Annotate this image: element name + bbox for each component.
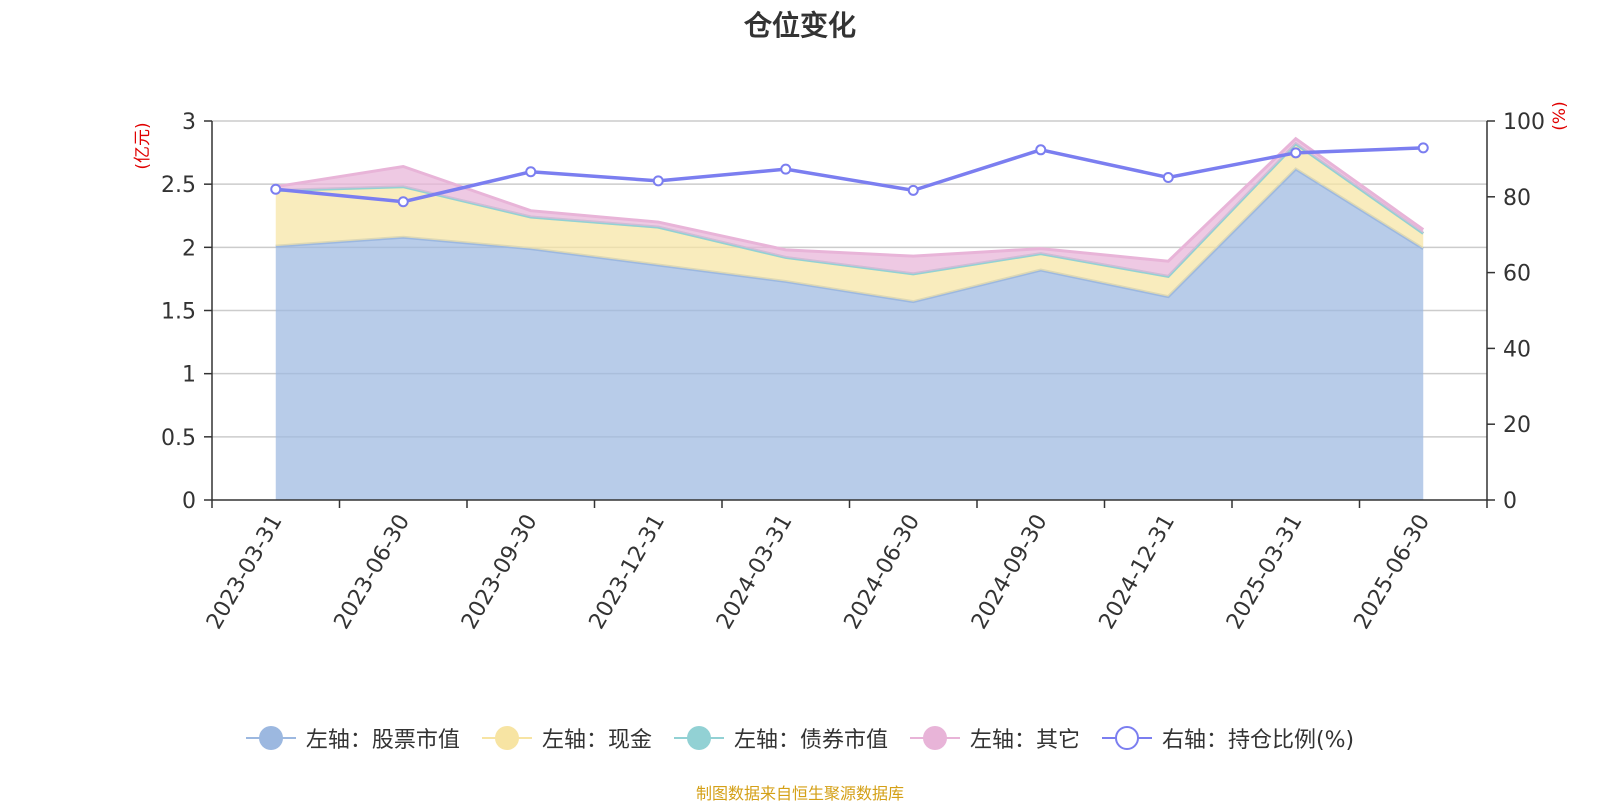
ratio-point bbox=[1290, 147, 1302, 159]
x-tick-label: 2025-06-30 bbox=[1350, 510, 1436, 633]
ratio-point bbox=[1035, 144, 1047, 156]
x-tick-label: 2023-09-30 bbox=[457, 510, 543, 633]
chart-plot: 0 0.5 1 1.5 2 2.5 3 0 20 40 60 80 100 2023-03-31 2023-… bbox=[133, 101, 1570, 633]
source-note: 制图数据来自恒生聚源数据库 bbox=[695, 784, 904, 803]
ratio-point bbox=[907, 184, 919, 196]
ratio-point bbox=[1162, 171, 1174, 183]
legend-swatch-icon bbox=[245, 726, 296, 750]
legend-label: 左轴：其它 bbox=[969, 728, 1080, 753]
right-tick-label: 100 bbox=[1503, 110, 1545, 135]
left-tick-label: 0 bbox=[182, 489, 196, 514]
ratio-point bbox=[525, 166, 537, 178]
left-tick-label: 1.5 bbox=[161, 300, 196, 325]
legend-item[interactable]: 左轴：现金 bbox=[481, 722, 652, 754]
left-tick-label: 2.5 bbox=[161, 173, 196, 198]
x-tick-label: 2023-06-30 bbox=[330, 510, 416, 633]
legend-swatch-icon bbox=[909, 726, 960, 750]
legend-swatch-icon bbox=[673, 726, 724, 750]
legend-swatch-icon bbox=[1101, 726, 1152, 750]
legend-item[interactable]: 左轴：股票市值 bbox=[245, 722, 460, 754]
legend: 左轴：股票市值 左轴：现金 左轴：债券市值 左轴：其它 右轴：持仓比例(%) bbox=[0, 722, 1600, 754]
ratio-point bbox=[652, 175, 664, 187]
right-tick-label: 20 bbox=[1503, 413, 1531, 438]
right-tick-label: 80 bbox=[1503, 186, 1531, 211]
legend-item[interactable]: 左轴：其它 bbox=[909, 722, 1080, 754]
x-tick-label: 2023-03-31 bbox=[202, 510, 288, 633]
legend-item[interactable]: 右轴：持仓比例(%) bbox=[1101, 722, 1355, 754]
x-tick-label: 2023-12-31 bbox=[585, 510, 671, 633]
ratio-point bbox=[270, 183, 282, 195]
chart-title: 仓位变化 bbox=[743, 9, 856, 42]
legend-label: 右轴：持仓比例(%) bbox=[1161, 728, 1355, 753]
legend-label: 左轴：股票市值 bbox=[305, 728, 460, 753]
left-tick-label: 0.5 bbox=[161, 426, 196, 451]
area-series bbox=[275, 169, 1424, 501]
ratio-point bbox=[780, 163, 792, 175]
right-tick-label: 0 bbox=[1503, 489, 1517, 514]
right-tick-label: 40 bbox=[1503, 337, 1531, 362]
x-tick-label: 2024-09-30 bbox=[967, 510, 1053, 633]
area-edge bbox=[275, 136, 1425, 263]
legend-label: 左轴：债券市值 bbox=[733, 728, 888, 753]
x-tick-label: 2024-12-31 bbox=[1095, 510, 1181, 633]
left-tick-label: 1 bbox=[182, 363, 196, 388]
x-tick-label: 2024-03-31 bbox=[712, 510, 798, 633]
ratio-line bbox=[275, 146, 1424, 204]
ratio-point bbox=[1417, 142, 1429, 154]
right-tick-label: 60 bbox=[1503, 262, 1531, 287]
area-series bbox=[275, 143, 1424, 302]
left-axis-unit: (亿元) bbox=[133, 122, 153, 169]
right-axis-unit: (%) bbox=[1550, 101, 1570, 130]
left-tick-label: 2 bbox=[182, 236, 196, 261]
legend-item[interactable]: 左轴：债券市值 bbox=[673, 722, 888, 754]
legend-swatch-icon bbox=[481, 726, 532, 750]
x-tick-label: 2024-06-30 bbox=[840, 510, 926, 633]
x-tick-label: 2025-03-31 bbox=[1222, 510, 1308, 633]
legend-label: 左轴：现金 bbox=[541, 728, 652, 753]
ratio-point bbox=[397, 196, 409, 208]
left-tick-label: 3 bbox=[182, 110, 196, 135]
